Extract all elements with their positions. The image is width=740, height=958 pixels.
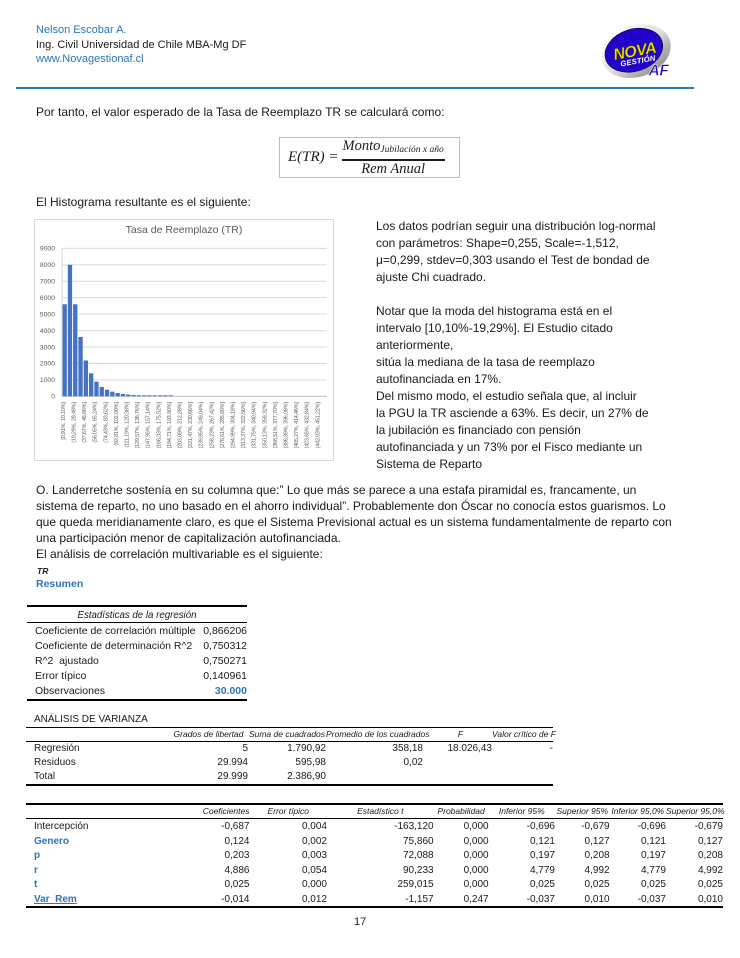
svg-text:[0,91%, 10,10%]: [0,91%, 10,10%] <box>61 402 67 440</box>
svg-text:5000: 5000 <box>40 311 55 318</box>
svg-text:(92,81%, 102,00%]: (92,81%, 102,00%] <box>114 402 120 446</box>
svg-text:(294,99%, 304,18%]: (294,99%, 304,18%] <box>231 402 237 449</box>
svg-text:(129,57%, 138,76%]: (129,57%, 138,76%] <box>135 402 141 449</box>
svg-text:(111,19%, 120,38%]: (111,19%, 120,38%] <box>125 402 131 448</box>
svg-text:NOVA: NOVA <box>612 40 657 64</box>
svg-text:(166,33%, 175,52%]: (166,33%, 175,52%] <box>156 402 162 449</box>
svg-text:(221,47%, 230,66%]: (221,47%, 230,66%] <box>188 402 194 449</box>
svg-text:(74,43%, 83,62%]: (74,43%, 83,62%] <box>103 402 109 443</box>
svg-text:(37,67%, 46,86%]: (37,67%, 46,86%] <box>82 402 88 443</box>
svg-text:AF: AF <box>648 63 670 80</box>
svg-text:(147,95%, 157,14%]: (147,95%, 157,14%] <box>146 402 152 449</box>
svg-text:3000: 3000 <box>40 344 55 351</box>
svg-text:(56,05%, 65,24%]: (56,05%, 65,24%] <box>93 402 99 443</box>
svg-text:(276,61%, 285,80%]: (276,61%, 285,80%] <box>220 402 226 449</box>
svg-text:(386,89%, 396,08%]: (386,89%, 396,08%] <box>284 402 290 449</box>
svg-text:(203,09%, 212,28%]: (203,09%, 212,28%] <box>178 402 184 449</box>
svg-text:(423,65%, 432,84%]: (423,65%, 432,84%] <box>305 402 311 449</box>
svg-text:(258,23%, 267,42%]: (258,23%, 267,42%] <box>209 402 215 449</box>
svg-text:(442,03%, 451,22%]: (442,03%, 451,22%] <box>315 402 321 449</box>
svg-text:(368,51%, 377,70%]: (368,51%, 377,70%] <box>273 402 279 449</box>
svg-text:7000: 7000 <box>40 279 55 286</box>
svg-text:9000: 9000 <box>40 246 55 253</box>
svg-text:(239,85%, 249,04%]: (239,85%, 249,04%] <box>199 402 205 449</box>
svg-text:(350,13%, 359,32%]: (350,13%, 359,32%] <box>262 402 268 449</box>
svg-text:1000: 1000 <box>40 377 55 384</box>
svg-text:0: 0 <box>51 394 55 401</box>
svg-text:6000: 6000 <box>40 295 55 302</box>
svg-text:(331,75%, 340,94%]: (331,75%, 340,94%] <box>252 402 258 449</box>
svg-text:4000: 4000 <box>40 328 55 335</box>
svg-text:(19,29%, 28,48%]: (19,29%, 28,48%] <box>72 402 78 443</box>
svg-text:(405,27%, 414,46%]: (405,27%, 414,46%] <box>294 402 300 449</box>
svg-text:2000: 2000 <box>40 361 55 368</box>
svg-text:(184,71%, 193,90%]: (184,71%, 193,90%] <box>167 402 173 449</box>
svg-text:8000: 8000 <box>40 262 55 269</box>
svg-text:(313,37%, 322,56%]: (313,37%, 322,56%] <box>241 402 247 449</box>
